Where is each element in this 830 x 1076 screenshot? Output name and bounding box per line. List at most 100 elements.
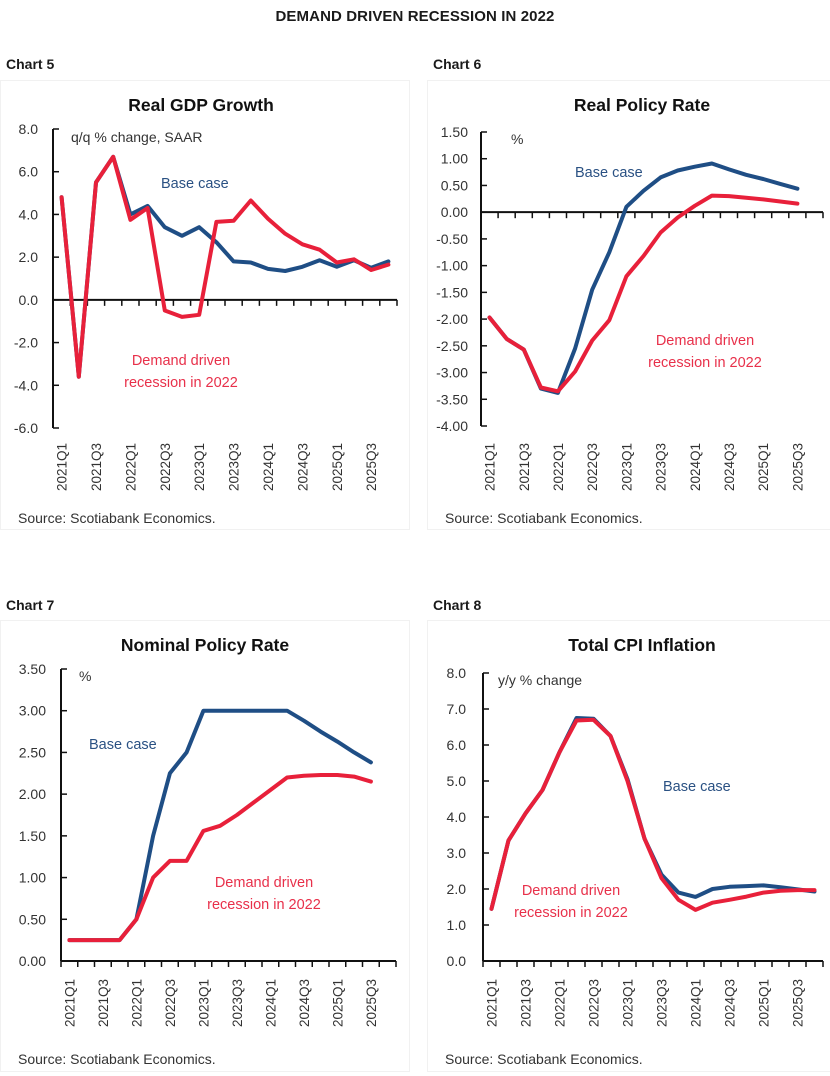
x-tick-label: 2022Q1: [129, 979, 144, 1027]
y-tick-label: 3.50: [19, 661, 46, 677]
y-tick-label: 2.0: [19, 249, 39, 265]
recession-annotation-line1: Demand driven: [132, 353, 230, 369]
y-tick-label: 0.50: [19, 911, 46, 927]
y-tick-label: 0.50: [441, 177, 468, 193]
y-tick-label: 7.0: [447, 701, 467, 717]
y-tick-label: -4.0: [14, 377, 38, 393]
recession-annotation-line1: Demand driven: [656, 333, 754, 349]
chart-5-label: Chart 5: [6, 56, 54, 72]
recession-scenario-line: [492, 720, 815, 910]
recession-annotation-line2: recession in 2022: [648, 355, 762, 371]
y-tick-label: 6.0: [447, 737, 467, 753]
unit-label: q/q % change, SAAR: [71, 129, 203, 145]
chart-title: Real Policy Rate: [574, 95, 710, 115]
x-tick-label: 2023Q1: [619, 443, 634, 491]
recession-annotation-line2: recession in 2022: [207, 897, 321, 913]
x-tick-label: 2022Q1: [553, 979, 568, 1027]
y-tick-label: 3.0: [447, 845, 467, 861]
chart-8-label: Chart 8: [433, 597, 481, 613]
base-case-annotation: Base case: [663, 779, 731, 795]
chart-8-total-cpi-inflation: Total CPI Inflation8.07.06.05.04.03.02.0…: [428, 621, 830, 1071]
x-tick-label: 2025Q1: [757, 979, 772, 1027]
recession-annotation-line1: Demand driven: [522, 883, 620, 899]
source-note: Source: Scotiabank Economics.: [18, 1051, 216, 1067]
base-case-annotation: Base case: [89, 737, 157, 753]
y-tick-label: 4.0: [447, 809, 467, 825]
x-tick-label: 2025Q3: [791, 979, 806, 1027]
chart-6-label: Chart 6: [433, 56, 481, 72]
x-tick-label: 2025Q1: [330, 443, 345, 491]
y-tick-label: 1.00: [441, 151, 468, 167]
x-tick-label: 2021Q3: [519, 979, 534, 1027]
recession-annotation-line1: Demand driven: [215, 875, 313, 891]
x-tick-label: 2024Q3: [723, 979, 738, 1027]
y-tick-label: -1.50: [436, 284, 468, 300]
y-tick-label: 1.50: [19, 828, 46, 844]
y-tick-label: -6.0: [14, 420, 38, 436]
x-tick-label: 2023Q3: [227, 443, 242, 491]
y-tick-label: 3.00: [19, 703, 46, 719]
x-tick-label: 2025Q3: [364, 443, 379, 491]
x-tick-label: 2021Q1: [483, 443, 498, 491]
chart-7-nominal-policy-rate: Nominal Policy Rate3.503.002.502.001.501…: [1, 621, 409, 1071]
x-tick-label: 2024Q1: [689, 979, 704, 1027]
chart-title: Real GDP Growth: [128, 95, 274, 115]
x-tick-label: 2023Q1: [621, 979, 636, 1027]
y-tick-label: -2.0: [14, 335, 38, 351]
chart-6-panel: Real Policy Rate 1.50 1.00 0.50 0.00 -0.50 -1.…: [427, 80, 830, 530]
x-tick-label: 2021Q1: [62, 979, 77, 1027]
y-tick-label: -2.00: [436, 311, 468, 327]
x-tick-label: 2023Q3: [654, 443, 669, 491]
y-tick-label: 0.00: [19, 953, 46, 969]
base-case-line: [492, 718, 815, 909]
x-tick-label: 2022Q1: [123, 443, 138, 491]
x-tick-label: 2025Q3: [364, 979, 379, 1027]
chart-6-real-policy-rate: Real Policy Rate 1.50 1.00 0.50 0.00 -0.50 -1.…: [428, 81, 830, 529]
x-tick-label: 2025Q3: [790, 443, 805, 491]
y-tick-label: 2.50: [19, 744, 46, 760]
y-tick-label: 1.50: [441, 124, 468, 140]
y-tick-label: 2.00: [19, 786, 46, 802]
base-case-annotation: Base case: [161, 176, 229, 192]
source-note: Source: Scotiabank Economics.: [445, 1051, 643, 1067]
source-note: Source: Scotiabank Economics.: [445, 510, 643, 526]
y-tick-label: -0.50: [436, 231, 468, 247]
x-tick-label: 2022Q3: [585, 443, 600, 491]
x-tick-label: 2023Q3: [655, 979, 670, 1027]
recession-scenario-line: [69, 775, 371, 940]
unit-label: y/y % change: [498, 672, 582, 688]
x-tick-label: 2024Q1: [261, 443, 276, 491]
x-tick-label: 2024Q1: [688, 443, 703, 491]
chart-5-real-gdp-growth: Real GDP Growth8.06.04.02.00.0-2.0-4.0-6…: [1, 81, 409, 529]
y-tick-label: 0.0: [447, 953, 467, 969]
x-tick-label: 2021Q3: [89, 443, 104, 491]
x-tick-label: 2023Q1: [196, 979, 211, 1027]
unit-label: %: [511, 131, 523, 147]
x-tick-label: 2021Q1: [485, 979, 500, 1027]
x-tick-label: 2023Q1: [192, 443, 207, 491]
x-tick-label: 2022Q3: [163, 979, 178, 1027]
y-tick-label: 1.00: [19, 870, 46, 886]
x-tick-label: 2023Q3: [230, 979, 245, 1027]
y-tick-label: -3.00: [436, 365, 468, 381]
y-tick-label: 0.00: [441, 204, 468, 220]
x-tick-label: 2022Q3: [587, 979, 602, 1027]
x-tick-label: 2024Q3: [295, 443, 310, 491]
source-note: Source: Scotiabank Economics.: [18, 510, 216, 526]
x-tick-label: 2024Q3: [722, 443, 737, 491]
y-tick-label: 5.0: [447, 773, 467, 789]
recession-annotation-line2: recession in 2022: [124, 375, 238, 391]
y-tick-label: -4.00: [436, 418, 468, 434]
x-tick-label: 2024Q1: [263, 979, 278, 1027]
y-tick-label: 6.0: [19, 164, 39, 180]
base-case-annotation: Base case: [575, 165, 643, 181]
y-tick-label: -3.50: [436, 391, 468, 407]
y-tick-label: -1.00: [436, 258, 468, 274]
x-tick-label: 2022Q3: [158, 443, 173, 491]
x-tick-label: 2024Q3: [297, 979, 312, 1027]
recession-annotation-line2: recession in 2022: [514, 905, 628, 921]
x-tick-label: 2021Q3: [96, 979, 111, 1027]
x-tick-label: 2025Q1: [330, 979, 345, 1027]
